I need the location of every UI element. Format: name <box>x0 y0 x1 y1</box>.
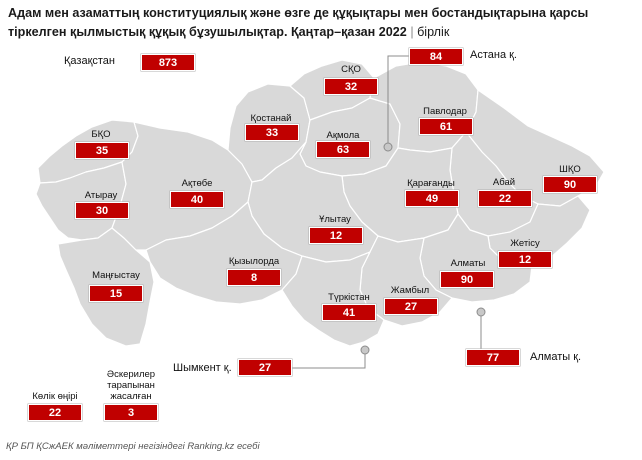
title-line-2-text: тіркелген қылмыстық құқық бұзушылықтар. … <box>8 25 407 39</box>
shymkent-marker <box>360 345 370 355</box>
transport-value: 22 <box>28 404 82 421</box>
kazakhstan-value: 873 <box>141 54 195 71</box>
abay-label: Абай <box>492 177 516 188</box>
chart-title: Адам мен азаматтың конституциялық және ө… <box>8 4 634 42</box>
aktobe-value: 40 <box>170 191 224 208</box>
title-unit: бірлік <box>417 25 450 39</box>
shko-label: ШҚО <box>559 164 581 175</box>
astana-value: 84 <box>409 48 463 65</box>
bko-label: БҚО <box>91 129 111 140</box>
sko-label: СҚО <box>341 64 361 75</box>
title-line-2: тіркелген қылмыстық құқық бұзушылықтар. … <box>8 23 634 42</box>
almaty-region-value: 90 <box>440 271 494 288</box>
kyzylorda-value: 8 <box>227 269 281 286</box>
zhetisu-value: 12 <box>498 251 552 268</box>
ulytau-value: 12 <box>309 227 363 244</box>
almaty-city-value: 77 <box>466 349 520 366</box>
zhambyl-value: 27 <box>384 298 438 315</box>
pavlodar-value: 61 <box>419 118 473 135</box>
atyrau-label: Атырау <box>84 190 118 201</box>
transport-label: Көлік өңірі <box>32 391 78 402</box>
almaty-city-label: Алматы қ. <box>530 351 582 363</box>
turkistan-value: 41 <box>322 304 376 321</box>
title-separator: | <box>410 25 414 39</box>
shymkent-label: Шымкент қ. <box>173 362 232 374</box>
sko-value: 32 <box>324 78 378 95</box>
shymkent-value: 27 <box>238 359 292 376</box>
aktobe-label: Ақтөбе <box>181 178 213 189</box>
mangystau-label: Маңғыстау <box>92 270 140 281</box>
abay-value: 22 <box>478 190 532 207</box>
kazakhstan-label: Қазақстан <box>64 55 115 67</box>
mangystau-value: 15 <box>89 285 143 302</box>
kyzylorda-label: Қызылорда <box>228 256 280 267</box>
almaty-city-marker <box>476 307 486 317</box>
astana-label: Астана қ. <box>470 49 517 61</box>
kostanay-value: 33 <box>245 124 299 141</box>
military-value: 3 <box>104 404 158 421</box>
akmola-value: 63 <box>316 141 370 158</box>
kostanay-label: Қостанай <box>250 113 292 124</box>
karaganda-label: Қарағанды <box>407 178 455 189</box>
shko-value: 90 <box>543 176 597 193</box>
title-line-1: Адам мен азаматтың конституциялық және ө… <box>8 6 589 20</box>
military-label: Әскерилер тарапынан жасалған <box>106 369 156 402</box>
zhetisu-label: Жетісу <box>510 238 540 249</box>
astana-leader <box>387 55 412 147</box>
zhambyl-label: Жамбыл <box>390 285 430 296</box>
akmola-label: Ақмола <box>326 130 360 141</box>
ulytau-label: Ұлытау <box>319 214 351 225</box>
source-note: ҚР БП ҚСжАЕК мәліметтері негізіндегі Ran… <box>6 441 260 452</box>
almaty-region-label: Алматы <box>450 258 486 269</box>
karaganda-value: 49 <box>405 190 459 207</box>
turkistan-label: Түркістан <box>328 292 370 303</box>
region-turkistan <box>281 251 385 347</box>
pavlodar-label: Павлодар <box>423 106 467 117</box>
atyrau-value: 30 <box>75 202 129 219</box>
bko-value: 35 <box>75 142 129 159</box>
astana-marker <box>383 142 393 152</box>
